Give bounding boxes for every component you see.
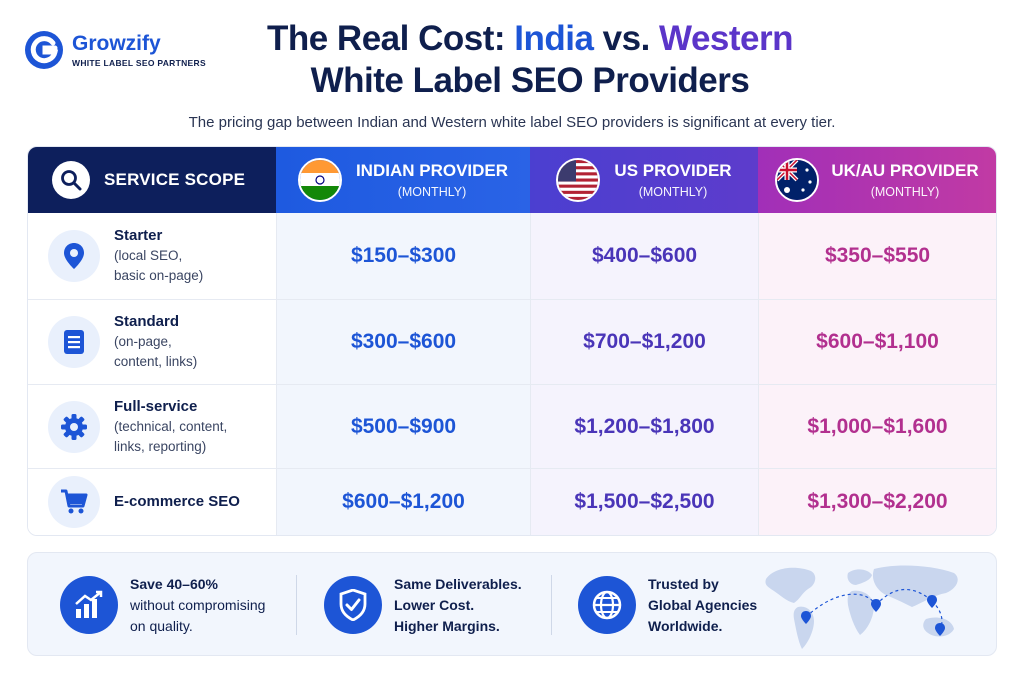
- header-us-provider: US PROVIDER (MONTHLY): [530, 147, 758, 213]
- scope-title: Starter: [114, 227, 163, 244]
- scope-title: Standard: [114, 313, 180, 330]
- benefit-line: Lower Cost.: [394, 596, 475, 613]
- page-title: The Real Cost: India vs. Western White L…: [220, 18, 840, 102]
- benefit-line: on quality.: [130, 617, 193, 634]
- divider: [551, 575, 552, 635]
- header-scope-label: SERVICE SCOPE: [104, 170, 246, 189]
- title-india: India: [514, 19, 594, 58]
- title-western: Western: [659, 19, 794, 58]
- divider: [296, 575, 297, 635]
- scope-title: Full-service: [114, 397, 198, 415]
- price-india: $150–$300: [276, 213, 530, 299]
- header-us-sub: (MONTHLY): [638, 185, 708, 199]
- title-part1: The Real Cost:: [266, 19, 515, 58]
- price-us: $1,200–$1,800: [530, 385, 758, 468]
- price-india: $300–$600: [276, 300, 530, 384]
- gear-icon: [48, 400, 100, 453]
- brand-logo: Growzify WHITE LABEL SEO PARTNERS: [24, 30, 206, 70]
- page-subtitle: The pricing gap between Indian and Weste…: [188, 114, 836, 131]
- india-flag-icon: [297, 158, 342, 202]
- us-flag-icon: [556, 158, 601, 202]
- header-indian-provider: INDIAN PROVIDER (MONTHLY): [276, 147, 530, 213]
- header-uk-sub: (MONTHLY): [870, 185, 940, 199]
- scope-desc: content, links): [114, 354, 198, 369]
- header-ukau-provider: UK/AU PROVIDER (MONTHLY): [758, 147, 996, 213]
- price-india: $600–$1,200: [276, 469, 530, 535]
- price-uk: $1,000–$1,600: [758, 385, 996, 468]
- scope-desc: (on-page,: [114, 334, 172, 349]
- brand-tagline: WHITE LABEL SEO PARTNERS: [72, 57, 206, 68]
- header-uk-label: UK/AU PROVIDER: [831, 161, 979, 180]
- table-body: Starter (local SEO, basic on-page) $150–…: [28, 213, 996, 535]
- growzify-logo-icon: [25, 31, 63, 69]
- growth-chart-icon: [60, 576, 118, 634]
- benefit-line: Higher Margins.: [394, 617, 500, 634]
- header-us-label: US PROVIDER: [614, 161, 732, 180]
- benefit-line: without compromising: [130, 596, 266, 613]
- price-us: $700–$1,200: [530, 300, 758, 384]
- header-india-sub: (MONTHLY): [397, 185, 467, 199]
- australia-flag-icon: [775, 158, 820, 202]
- scope-desc: links, reporting): [114, 438, 207, 454]
- benefit-trusted: Trusted by Global Agencies Worldwide.: [578, 553, 758, 655]
- benefits-panel: Save 40–60% without compromising on qual…: [27, 552, 997, 656]
- table-row: E-commerce SEO $600–$1,200 $1,500–$2,500…: [28, 468, 996, 535]
- table-row: Standard (on-page, content, links) $300–…: [28, 299, 996, 384]
- scope-title: E-commerce SEO: [114, 493, 240, 510]
- price-us: $400–$600: [530, 213, 758, 299]
- benefit-deliverables: Same Deliverables. Lower Cost. Higher Ma…: [324, 553, 522, 655]
- benefit-line: Global Agencies: [648, 596, 758, 613]
- shield-check-icon: [324, 576, 382, 634]
- scope-desc: basic on-page): [114, 268, 204, 283]
- scope-desc: (technical, content,: [114, 418, 228, 434]
- price-uk: $600–$1,100: [758, 300, 996, 384]
- scope-desc: (local SEO,: [114, 248, 183, 263]
- title-line2: White Label SEO Providers: [310, 61, 750, 100]
- document-icon: [48, 316, 100, 368]
- price-uk: $1,300–$2,200: [758, 469, 996, 535]
- scope-cell-ecommerce: E-commerce SEO: [28, 469, 276, 535]
- cart-icon: [48, 476, 100, 528]
- search-icon: [52, 161, 90, 199]
- table-row: Full-service (technical, content, links,…: [28, 384, 996, 468]
- price-india: $500–$900: [276, 385, 530, 468]
- scope-cell-starter: Starter (local SEO, basic on-page): [28, 213, 276, 299]
- benefit-line: Worldwide.: [648, 617, 723, 634]
- price-us: $1,500–$2,500: [530, 469, 758, 535]
- price-uk: $350–$550: [758, 213, 996, 299]
- title-vs: vs.: [593, 19, 660, 58]
- location-pin-icon: [48, 230, 100, 282]
- scope-cell-standard: Standard (on-page, content, links): [28, 300, 276, 384]
- header-india-label: INDIAN PROVIDER: [355, 161, 509, 180]
- table-header: SERVICE SCOPE INDIAN PROVIDER (MONTHLY) …: [28, 147, 996, 213]
- pricing-table: SERVICE SCOPE INDIAN PROVIDER (MONTHLY) …: [27, 146, 997, 536]
- scope-cell-full-service: Full-service (technical, content, links,…: [28, 385, 276, 468]
- brand-name: Growzify: [72, 31, 161, 55]
- benefit-line: Same Deliverables.: [394, 575, 522, 592]
- header-service-scope: SERVICE SCOPE: [28, 147, 276, 213]
- benefit-savings: Save 40–60% without compromising on qual…: [60, 553, 266, 655]
- table-row: Starter (local SEO, basic on-page) $150–…: [28, 213, 996, 299]
- world-map-icon: [765, 565, 958, 649]
- benefit-line: Save 40–60%: [130, 575, 218, 592]
- benefit-line: Trusted by: [648, 575, 719, 592]
- globe-icon: [578, 576, 636, 634]
